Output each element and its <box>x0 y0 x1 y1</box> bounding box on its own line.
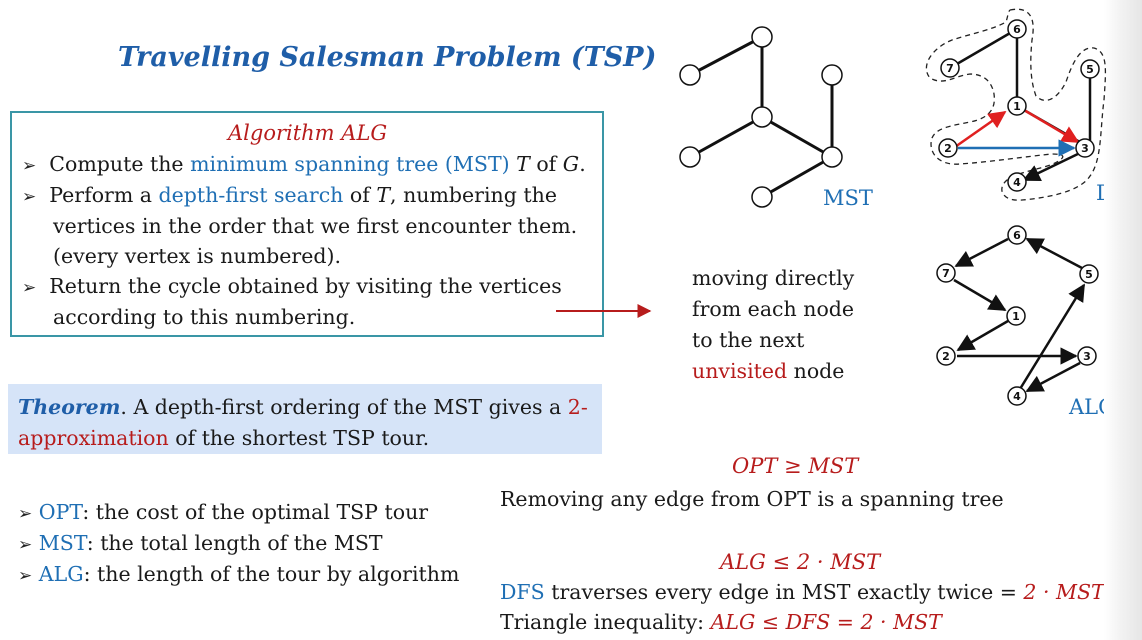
definition-alg: ➢ ALG: the length of the tour by algorit… <box>18 562 460 586</box>
proof-line-3: Triangle inequality: ALG ≤ DFS = 2 · MST <box>500 610 942 634</box>
algorithm-step-3-line-2: according to this numbering. <box>53 305 356 329</box>
algorithm-step-3: ➢ Return the cycle obtained by visiting … <box>22 274 562 298</box>
algorithm-step-1: ➢ Compute the minimum spanning tree (MST… <box>22 152 586 176</box>
dfs-node-label: 3 <box>1081 142 1089 155</box>
moving-description: moving directly from each node to the ne… <box>692 266 855 383</box>
alg-tour-edges <box>953 237 1086 393</box>
bullet-arrow-icon: ➢ <box>22 187 37 207</box>
alg-node-label: 4 <box>1013 390 1021 403</box>
mst-nodes <box>679 26 843 208</box>
proof-line-2: DFS traverses every edge in MST exactly … <box>500 580 1105 604</box>
algorithm-step-2-line-2: vertices in the order that we first enco… <box>53 214 578 238</box>
slide-edge-shadow <box>1104 0 1142 640</box>
algorithm-box <box>10 111 604 337</box>
bullet-arrow-icon: ➢ <box>22 278 37 298</box>
dfs-red-edge-b <box>1023 108 1080 144</box>
inequality-alg-mst: ALG ≤ 2 · MST <box>720 550 881 574</box>
alg-node-label: 1 <box>1012 310 1020 323</box>
definition-opt: ➢ OPT: the cost of the optimal TSP tour <box>18 500 429 524</box>
theorem-box: Theorem. A depth-first ordering of the M… <box>8 384 602 454</box>
bullet-arrow-icon: ➢ <box>18 535 33 555</box>
dfs-term: depth-first search <box>158 183 344 207</box>
dfs-nodes <box>938 19 1100 192</box>
alg-node-label: 2 <box>942 350 950 363</box>
alg-node-label: 3 <box>1083 350 1091 363</box>
theorem-label: Theorem <box>18 395 121 419</box>
dfs-node-label: 7 <box>946 62 954 75</box>
alg-node-label: 6 <box>1013 229 1021 242</box>
bullet-arrow-icon: ➢ <box>22 156 37 176</box>
algorithm-title: Algorithm ALG <box>228 121 388 145</box>
dfs-node-label: 1 <box>1013 100 1021 113</box>
dfs-node-label: 5 <box>1086 63 1094 76</box>
algorithm-step-2-line-3: (every vertex is numbered). <box>53 244 341 268</box>
alg-node-label: 5 <box>1085 268 1093 281</box>
alg-nodes <box>936 225 1099 406</box>
dfs-red-edge-a <box>954 110 1007 149</box>
proof-line-1: Removing any edge from OPT is a spanning… <box>500 487 1004 511</box>
mst-term: minimum spanning tree (MST) <box>190 152 517 176</box>
dfs-node-label: 2 <box>944 142 952 155</box>
algorithm-step-2: ➢ Perform a depth-first search of T, num… <box>22 183 557 207</box>
definition-mst: ➢ MST: the total length of the MST <box>18 531 383 555</box>
page-title: Travelling Salesman Problem (TSP) <box>118 42 657 73</box>
alg-node-label: 7 <box>942 267 950 280</box>
mst-tree <box>689 35 834 199</box>
mst-label: MST <box>823 186 873 210</box>
bullet-arrow-icon: ➢ <box>18 504 33 524</box>
dfs-node-label: 6 <box>1013 23 1021 36</box>
inequality-opt-mst: OPT ≥ MST <box>732 454 859 478</box>
bullet-arrow-icon: ➢ <box>18 566 33 586</box>
dfs-node-label: 4 <box>1013 176 1021 189</box>
